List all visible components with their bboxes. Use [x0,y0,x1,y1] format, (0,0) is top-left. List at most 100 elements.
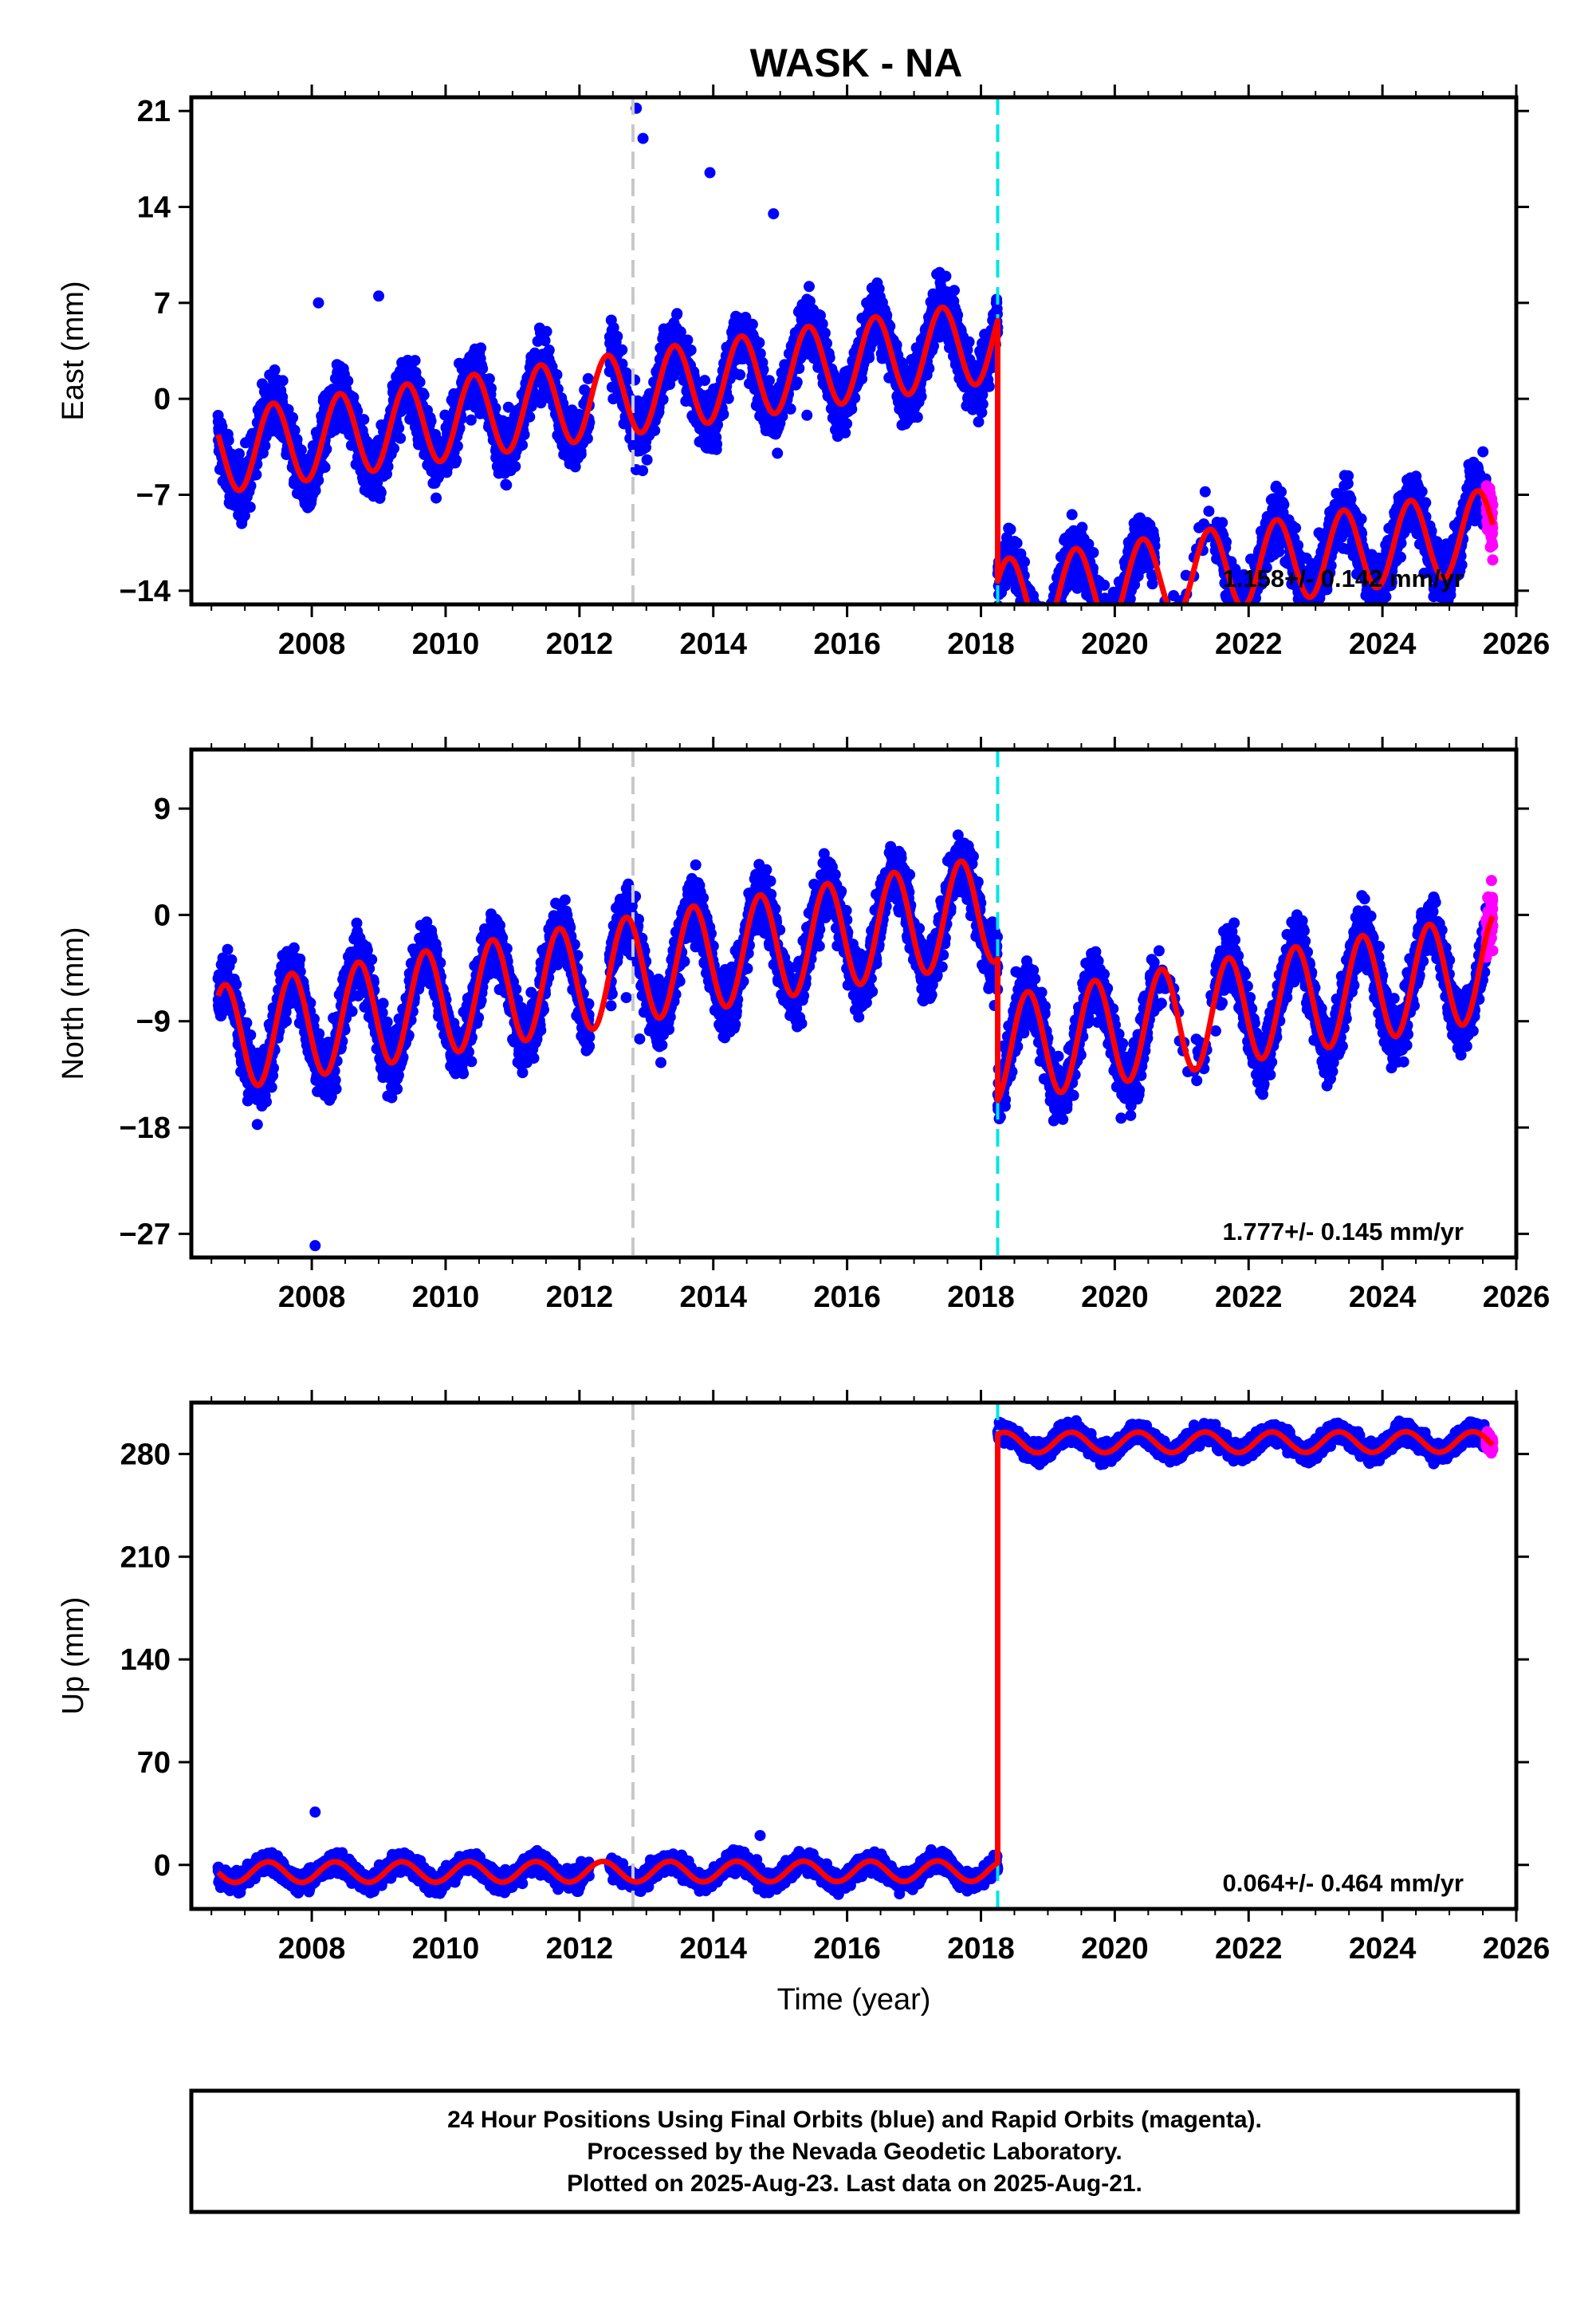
data-point [259,440,271,452]
data-point [1066,509,1078,521]
data-point [1011,537,1023,549]
data-point [1033,617,1044,628]
data-point [1044,634,1055,645]
data-point [763,375,775,387]
data-point [856,373,868,385]
data-point [1038,641,1049,652]
data-point [465,414,477,426]
data-point [1029,624,1040,635]
data-point [940,270,952,282]
data-point [375,486,387,498]
data-point [1045,621,1056,632]
data-point [1042,619,1053,630]
data-point [637,465,649,477]
data-point [1043,639,1054,651]
data-point [1042,610,1053,621]
data-point [734,369,746,380]
data-point [1091,609,1102,620]
data-point [1028,643,1039,654]
data-point [1032,632,1043,643]
data-point [841,418,853,430]
data-point [1030,642,1041,653]
data-point [277,391,289,403]
data-point [395,432,407,444]
data-point [414,376,426,388]
data-point [250,469,262,481]
data-point [1094,605,1105,616]
data-point [1043,654,1054,665]
data-point [1103,605,1114,616]
data-point [1119,612,1130,623]
data-point [1096,616,1107,628]
data-point [1099,610,1111,621]
data-point [1032,640,1043,651]
data-point [1024,606,1036,617]
data-point [582,372,594,384]
data-point [1044,620,1055,632]
data-point [772,447,784,459]
data-point [1030,647,1041,658]
data-point [1044,618,1055,629]
data-point [1018,605,1029,616]
data-point [1098,610,1109,621]
data-point [287,411,299,423]
data-point [1091,612,1103,624]
data-point [1101,614,1112,625]
data-point [1036,627,1048,638]
data-point [1025,612,1036,623]
data-point [863,352,875,364]
data-point [1035,616,1046,627]
data-point [1036,632,1048,643]
data-point [309,485,321,497]
data-point [717,408,729,420]
data-point [1117,605,1128,616]
data-point [804,281,815,293]
data-point [1089,610,1100,621]
data-point [611,330,623,342]
data-point [791,376,803,388]
data-point [819,327,831,339]
chart-title: WASK - NA [750,41,963,85]
data-point [1049,614,1060,625]
data-point [1042,629,1053,640]
data-point [1099,579,1111,591]
data-point [1033,616,1044,627]
data-point [269,364,281,376]
data-point [1040,624,1052,635]
data-point [1024,620,1035,632]
data-point [641,454,653,466]
data-point [418,389,430,401]
data-point [1100,605,1111,616]
data-point [1028,606,1039,617]
data-point [949,285,960,297]
data-point [1026,633,1037,644]
data-point [1040,639,1051,651]
data-point [1029,626,1040,637]
data-point [915,391,927,403]
data-point [1036,621,1047,632]
data-point [685,344,697,356]
data-point [291,434,303,446]
data-point [524,411,536,423]
data-point [1037,622,1048,633]
data-point [1107,609,1118,620]
data-point [1099,608,1110,619]
data-point [1046,625,1057,636]
data-point [1101,614,1112,625]
data-point [1044,612,1055,623]
data-point [1041,628,1052,639]
data-point [1051,622,1062,633]
data-point [1040,627,1052,638]
data-point [1048,615,1059,626]
data-point [430,492,442,504]
data-point [348,392,360,403]
data-point [1032,644,1044,655]
data-point [1034,647,1045,659]
data-point [1044,637,1055,648]
data-point [295,444,307,456]
data-point [1045,628,1056,639]
data-point [1050,624,1061,636]
plot-area [212,97,1499,665]
data-point [682,334,694,346]
data-point [1037,646,1048,657]
